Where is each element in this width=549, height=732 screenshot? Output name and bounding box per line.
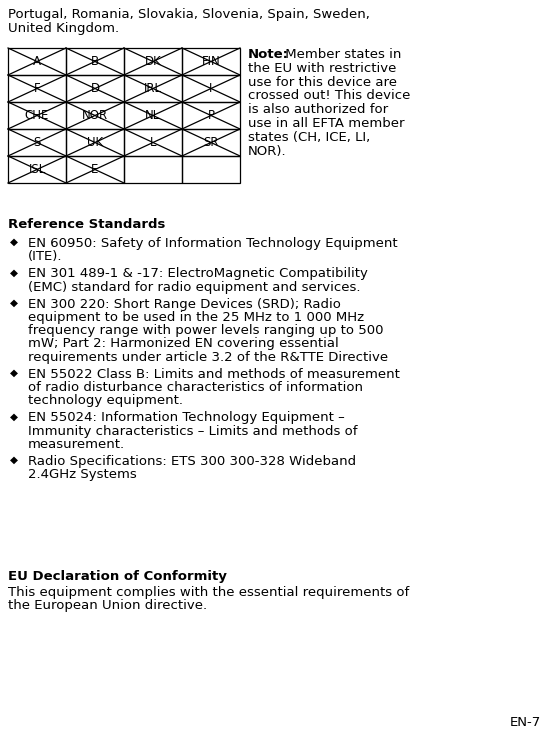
Text: crossed out! This device: crossed out! This device — [248, 89, 410, 102]
Text: F: F — [33, 82, 40, 95]
Text: A: A — [33, 55, 41, 68]
Text: ◆: ◆ — [10, 367, 18, 378]
Text: equipment to be used in the 25 MHz to 1 000 MHz: equipment to be used in the 25 MHz to 1 … — [28, 311, 364, 324]
Text: ◆: ◆ — [10, 237, 18, 247]
Text: is also authorized for: is also authorized for — [248, 103, 388, 116]
Text: CHE: CHE — [25, 109, 49, 122]
Text: the European Union directive.: the European Union directive. — [8, 600, 207, 612]
Text: EN 300 220: Short Range Devices (SRD); Radio: EN 300 220: Short Range Devices (SRD); R… — [28, 298, 341, 311]
Text: states (CH, ICE, LI,: states (CH, ICE, LI, — [248, 131, 370, 143]
Text: S: S — [33, 136, 41, 149]
Text: (EMC) standard for radio equipment and services.: (EMC) standard for radio equipment and s… — [28, 280, 361, 294]
Text: Radio Specifications: ETS 300 300-328 Wideband: Radio Specifications: ETS 300 300-328 Wi… — [28, 455, 356, 468]
Text: DK: DK — [144, 55, 161, 68]
Text: ◆: ◆ — [10, 267, 18, 277]
Text: use for this device are: use for this device are — [248, 75, 397, 89]
Text: UK: UK — [87, 136, 103, 149]
Text: ISL: ISL — [29, 163, 46, 176]
Text: (ITE).: (ITE). — [28, 250, 63, 264]
Text: use in all EFTA member: use in all EFTA member — [248, 117, 405, 130]
Text: L: L — [150, 136, 156, 149]
Text: E: E — [91, 163, 99, 176]
Text: EN 301 489-1 & -17: ElectroMagnetic Compatibility: EN 301 489-1 & -17: ElectroMagnetic Comp… — [28, 267, 368, 280]
Text: EN-7: EN-7 — [510, 716, 541, 729]
Text: P: P — [208, 109, 215, 122]
Text: Reference Standards: Reference Standards — [8, 218, 165, 231]
Text: EN 55024: Information Technology Equipment –: EN 55024: Information Technology Equipme… — [28, 411, 345, 425]
Text: IRL: IRL — [144, 82, 162, 95]
Text: technology equipment.: technology equipment. — [28, 395, 183, 407]
Text: ◆: ◆ — [10, 411, 18, 422]
Text: the EU with restrictive: the EU with restrictive — [248, 61, 396, 75]
Text: Member states in: Member states in — [281, 48, 401, 61]
Text: of radio disturbance characteristics of information: of radio disturbance characteristics of … — [28, 381, 363, 394]
Text: EU Declaration of Conformity: EU Declaration of Conformity — [8, 570, 227, 583]
Text: NOR: NOR — [82, 109, 108, 122]
Text: ◆: ◆ — [10, 455, 18, 465]
Text: EN 60950: Safety of Information Technology Equipment: EN 60950: Safety of Information Technolo… — [28, 237, 397, 250]
Text: ◆: ◆ — [10, 298, 18, 307]
Text: FIN: FIN — [201, 55, 220, 68]
Text: SR: SR — [203, 136, 219, 149]
Text: requirements under article 3.2 of the R&TTE Directive: requirements under article 3.2 of the R&… — [28, 351, 388, 364]
Text: I: I — [209, 82, 212, 95]
Text: mW; Part 2: Harmonized EN covering essential: mW; Part 2: Harmonized EN covering essen… — [28, 337, 339, 351]
Text: 2.4GHz Systems: 2.4GHz Systems — [28, 468, 137, 481]
Text: EN 55022 Class B: Limits and methods of measurement: EN 55022 Class B: Limits and methods of … — [28, 367, 400, 381]
Text: measurement.: measurement. — [28, 438, 125, 451]
Text: B: B — [91, 55, 99, 68]
Text: Immunity characteristics – Limits and methods of: Immunity characteristics – Limits and me… — [28, 425, 357, 438]
Text: Note:: Note: — [248, 48, 289, 61]
Text: This equipment complies with the essential requirements of: This equipment complies with the essenti… — [8, 586, 409, 599]
Text: D: D — [91, 82, 99, 95]
Text: United Kingdom.: United Kingdom. — [8, 22, 119, 35]
Text: frequency range with power levels ranging up to 500: frequency range with power levels rangin… — [28, 324, 384, 337]
Text: NL: NL — [145, 109, 161, 122]
Text: NOR).: NOR). — [248, 145, 287, 157]
Text: Portugal, Romania, Slovakia, Slovenia, Spain, Sweden,: Portugal, Romania, Slovakia, Slovenia, S… — [8, 8, 370, 21]
